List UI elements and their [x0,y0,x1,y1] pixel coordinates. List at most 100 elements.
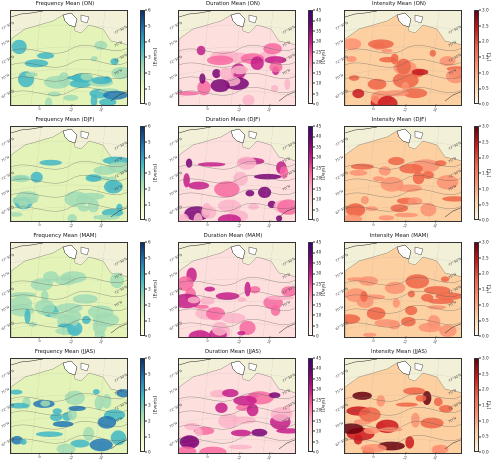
field-patch [403,88,428,99]
field-patch [264,56,287,64]
field-patch [403,387,426,395]
field-patch [11,39,27,55]
panel-title: Frequency Mean (ON) [35,1,95,7]
colorbar-tick-label: 0 [145,333,151,339]
colorbar-tick-label: 40 [312,17,322,23]
field-patch [11,389,23,395]
island [414,246,424,256]
map-panel-duration-jjas: Duration Mean (JJAS) 77°30'N 75°N 72°30'N 70… [169,348,330,462]
field-patch [94,40,108,50]
colorbar-tick-label: 0.5 [479,85,489,91]
field-patch [436,175,459,190]
colorbar-tick-label: 1 [145,433,151,439]
longitude-label: 15°E [68,335,76,345]
latitude-label: 70°N [334,73,344,81]
field-patch [116,389,127,398]
field-patch [110,58,119,65]
contour-line [345,393,461,402]
colorbar-tick-label: 4 [145,154,151,160]
colorbar-tick-label: 5 [145,371,151,377]
field-patch [363,427,380,435]
longitude-line [31,127,42,221]
latitude-line [345,278,461,286]
contour-line [345,161,461,170]
latitude-line [345,24,461,32]
colorbar-tick-label: 30 [312,154,322,160]
longitude-line [199,243,210,337]
colorbar-tick-label: 6 [145,123,151,129]
colorbar-tick-label: 3 [145,170,151,176]
field-patch [40,400,51,407]
field-patch [270,407,293,422]
field-patch [230,416,256,424]
field-patch [427,305,447,310]
field-patch [412,171,425,185]
longitude-label: 30°E [266,451,274,461]
latitude-line [11,300,127,308]
svalbard-island [62,128,78,144]
island [248,130,258,140]
map-area [178,10,296,106]
longitude-line [231,127,242,221]
colorbar-tick-label: 15 [312,302,322,308]
longitude-line [199,127,210,221]
island [414,362,424,372]
longitude-label: 0° [371,105,377,111]
longitude-line [63,11,74,105]
field-patch [381,48,393,53]
colorbar-tick-label: 15 [312,70,322,76]
latitude-line [11,184,127,192]
longitude-line [263,359,274,453]
colorbar [308,126,313,220]
field-patch [378,215,395,221]
panel-title: Intensity Mean (JJAS) [371,349,427,355]
field-patch [352,88,365,99]
field-patch [78,205,90,212]
longitude-label: 30°E [266,219,274,229]
map-panel-intensity-on: Intensity Mean (ON) 77°30'N 75°N 72°30'N 70°… [334,0,496,114]
field-patch [85,174,102,182]
map-panel-intensity-djf: Intensity Mean (DJF) 77°30'N 75°N 72°30'N 70… [335,116,496,230]
field-patch [87,198,99,213]
map-panel-intensity-mam: Intensity Mean (MAM) 77°30'N 75°N 72°30'N 70… [335,232,496,346]
field-patch [405,305,418,316]
colorbar-tick-label: 2.5 [479,255,489,261]
field-patch [20,439,27,445]
field-patch [103,76,111,82]
coastline [444,207,461,218]
field-patch [37,52,55,59]
colorbar-unit-label: [Events] [153,47,159,67]
longitude-label: 15°E [402,335,410,345]
field-patch [418,322,442,333]
contour-line [11,175,127,184]
latitude-label: 70°N [0,421,10,429]
field-patch [379,427,403,432]
field-patch [249,286,261,294]
colorbar [308,242,313,336]
coastline [11,243,44,250]
island [80,246,90,256]
coastline [278,91,295,102]
field-patch [30,171,43,183]
colorbar [474,10,479,104]
longitude-line [31,243,42,337]
field-patch [11,174,31,183]
field-patch [56,443,76,453]
field-patch [43,271,59,283]
latitude-line [345,322,461,330]
field-patch [276,428,295,434]
field-patch [194,428,203,437]
field-patch [384,281,406,294]
longitude-label: 0° [205,221,211,227]
colorbar [140,10,145,104]
field-patch [358,407,381,422]
field-patch [44,75,71,89]
latitude-label: 75°N [0,271,10,279]
field-patch [200,296,215,305]
field-patch [366,307,386,320]
latitude-line [345,438,461,446]
latitude-line [345,68,461,76]
colorbar-tick-label: 0.0 [479,449,489,455]
latitude-line [11,394,127,402]
latitude-line [11,438,127,446]
